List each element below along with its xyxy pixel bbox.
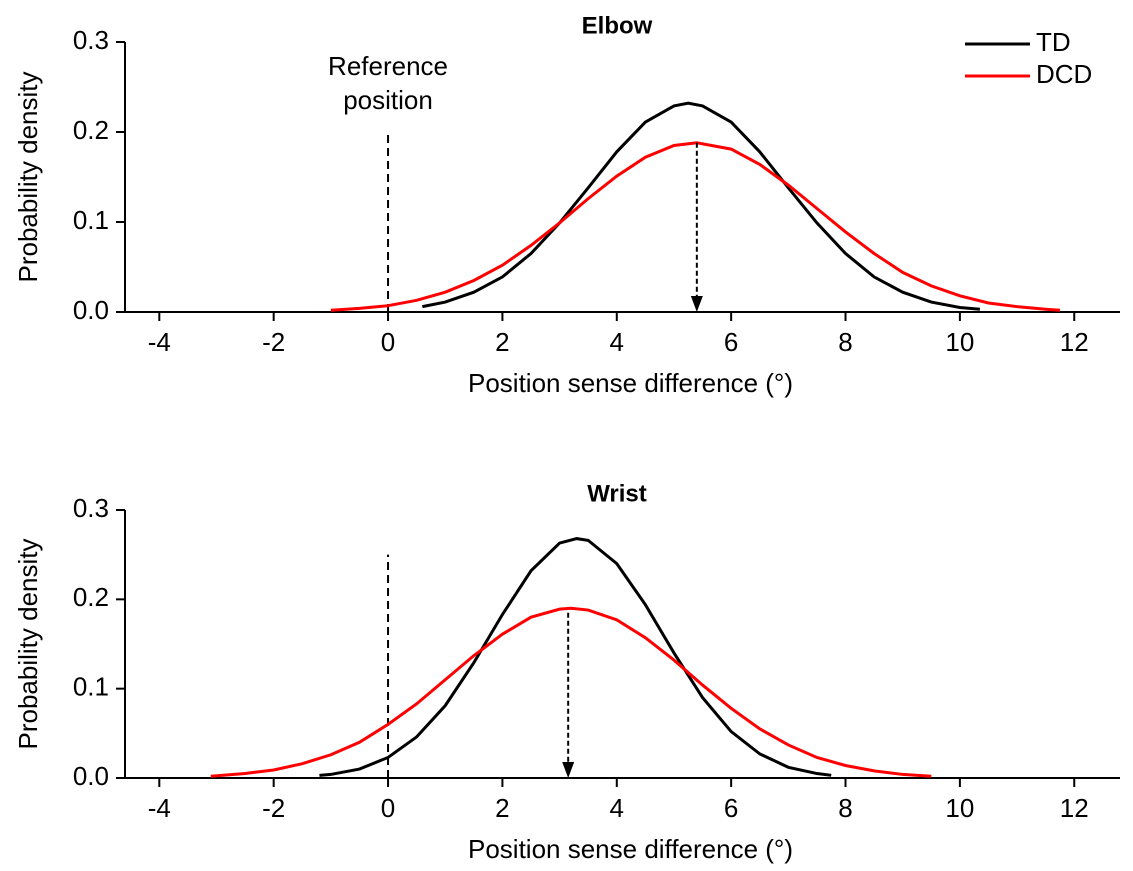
y-tick-label: 0.0 xyxy=(73,295,109,325)
x-tick-label: 6 xyxy=(724,793,738,823)
x-tick-label: 12 xyxy=(1060,327,1089,357)
x-tick-label: -2 xyxy=(262,793,285,823)
legend-label: DCD xyxy=(1036,59,1092,89)
x-tick-label: 2 xyxy=(495,327,509,357)
density-curve xyxy=(330,141,1061,312)
x-tick-label: 10 xyxy=(945,793,974,823)
annotation: Reference position xyxy=(328,51,449,115)
x-tick-label: 10 xyxy=(945,327,974,357)
y-axis-label: Probability density xyxy=(13,539,43,750)
chart-title: Elbow xyxy=(582,12,653,39)
x-axis-label: Position sense difference (°) xyxy=(468,834,793,864)
x-tick-label: 4 xyxy=(610,327,624,357)
y-tick-label: 0.2 xyxy=(73,115,109,145)
x-tick-label: 8 xyxy=(838,793,852,823)
subplot: Wrist 0.0 0.1 0.2 0.3 -4 -2 0 2 4 6 8 10 12 Position s… xyxy=(13,480,1120,864)
x-axis-label: Position sense difference (°) xyxy=(468,368,793,398)
density-curve xyxy=(210,606,932,778)
x-tick-label: 4 xyxy=(610,793,624,823)
y-tick-label: 0.1 xyxy=(73,205,109,235)
y-tick-label: 0.0 xyxy=(73,761,109,791)
x-tick-label: -2 xyxy=(262,327,285,357)
density-curve xyxy=(319,537,832,777)
density-curve xyxy=(422,101,981,311)
y-tick-label: 0.1 xyxy=(73,672,109,702)
y-axis-label: Probability density xyxy=(13,72,43,283)
x-tick-label: -4 xyxy=(148,327,171,357)
subplot: Elbow 0.0 0.1 0.2 0.3 -4 -2 0 2 4 6 8 10 12 Position s… xyxy=(13,12,1120,398)
x-tick-label: 6 xyxy=(724,327,738,357)
y-tick-label: 0.2 xyxy=(73,582,109,612)
x-tick-label: 12 xyxy=(1060,793,1089,823)
x-tick-label: 0 xyxy=(381,793,395,823)
x-tick-label: 8 xyxy=(838,327,852,357)
chart-title: Wrist xyxy=(587,480,647,507)
y-tick-label: 0.3 xyxy=(73,25,109,55)
x-tick-label: 2 xyxy=(495,793,509,823)
y-tick-label: 0.3 xyxy=(73,493,109,523)
x-tick-label: 0 xyxy=(381,327,395,357)
legend-label: TD xyxy=(1036,27,1071,57)
x-tick-label: -4 xyxy=(148,793,171,823)
arrow-head xyxy=(690,296,703,312)
arrow-head xyxy=(562,762,575,778)
